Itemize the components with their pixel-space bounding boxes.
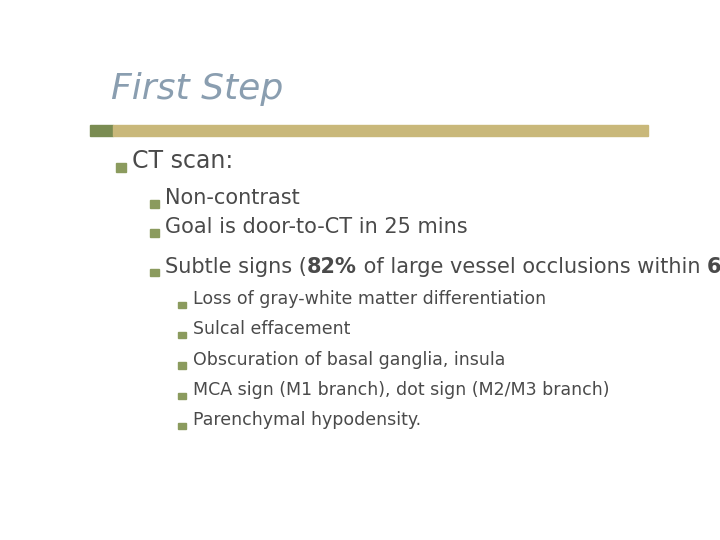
Bar [90, 125, 113, 136]
Bar [150, 269, 158, 276]
Text: 82%: 82% [307, 257, 357, 277]
Text: CT scan:: CT scan: [132, 149, 233, 173]
Text: First Step: First Step [111, 72, 284, 106]
Text: of large vessel occlusions within: of large vessel occlusions within [357, 257, 707, 277]
Text: Sulcal effacement: Sulcal effacement [193, 320, 351, 339]
Bar [179, 423, 186, 429]
Bar [179, 332, 186, 338]
Bar [116, 163, 126, 172]
Text: Parenchymal hypodensity.: Parenchymal hypodensity. [193, 411, 421, 429]
Text: Obscuration of basal ganglia, insula: Obscuration of basal ganglia, insula [193, 351, 505, 369]
Bar [179, 302, 186, 308]
Bar [179, 393, 186, 399]
Bar [179, 362, 186, 368]
Bar [113, 125, 648, 136]
Text: Non-contrast: Non-contrast [166, 188, 300, 208]
Bar [150, 230, 158, 237]
Bar [150, 200, 158, 208]
Text: 6 hrs): 6 hrs) [707, 257, 720, 277]
Text: MCA sign (M1 branch), dot sign (M2/M3 branch): MCA sign (M1 branch), dot sign (M2/M3 br… [193, 381, 610, 399]
Text: Loss of gray-white matter differentiation: Loss of gray-white matter differentiatio… [193, 290, 546, 308]
Text: Goal is door-to-CT in 25 mins: Goal is door-to-CT in 25 mins [166, 218, 468, 238]
Text: Subtle signs (: Subtle signs ( [166, 257, 307, 277]
